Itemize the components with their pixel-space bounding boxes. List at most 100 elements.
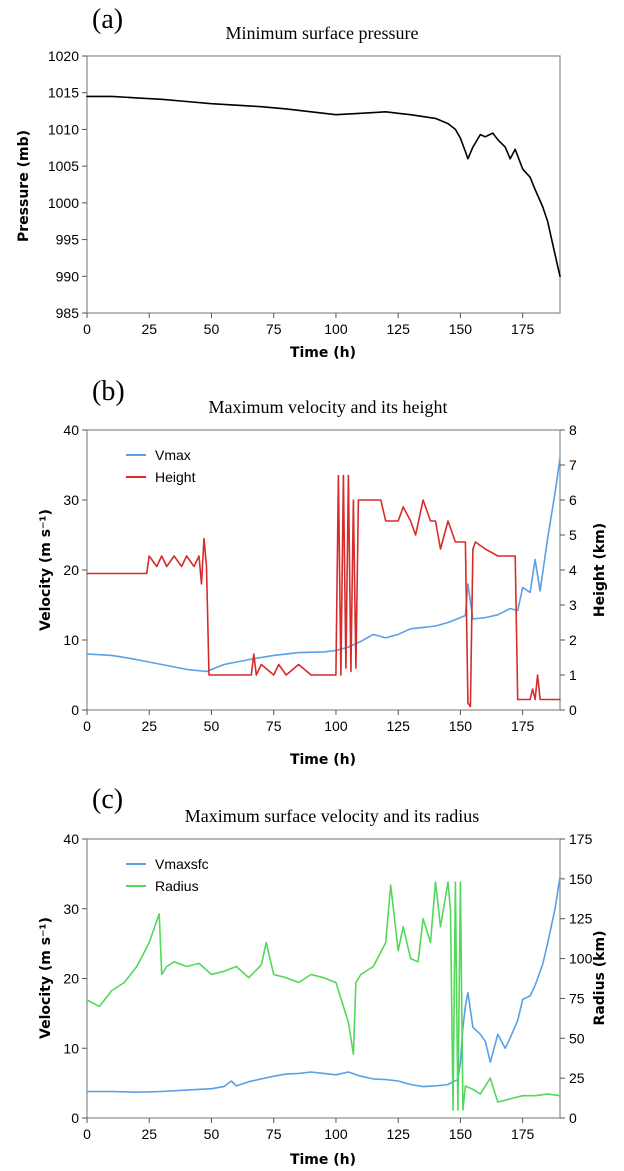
chart-b-height-line <box>86 474 561 708</box>
chart-a-x-tick-label: 125 <box>387 321 411 337</box>
chart-a-x-tick-label: 150 <box>449 321 473 337</box>
chart-c-vmaxsfc-line <box>86 876 561 1093</box>
chart-c-y2-tick-label: 75 <box>569 990 585 1006</box>
chart-b-x-tick-label: 25 <box>141 718 157 734</box>
chart-a-x-tick-label: 75 <box>266 321 282 337</box>
chart-c-series <box>86 876 561 1111</box>
chart-a-y-tick-label: 1005 <box>48 158 79 174</box>
chart-c-x-axis-title: Time (h) <box>290 1152 356 1168</box>
chart-a-plot-area <box>86 55 561 314</box>
panel-a-label: (a) <box>92 4 123 35</box>
chart-c-y-tick-label: 10 <box>63 1040 79 1056</box>
chart-b-y2-tick-label: 3 <box>569 597 577 613</box>
chart-a-y-tick-label: 990 <box>56 268 80 284</box>
chart-c-x-tick-label: 125 <box>387 1126 411 1142</box>
chart-b-y2-tick-label: 7 <box>569 457 577 473</box>
chart-c-y2-tick-label: 125 <box>569 911 593 927</box>
chart-b-y2-tick-label: 8 <box>569 422 577 438</box>
chart-c-x-tick-label: 100 <box>324 1126 348 1142</box>
chart-c: (c) Maximum surface velocity and its rad… <box>38 784 608 1168</box>
chart-b-x-tick-label: 150 <box>449 718 473 734</box>
chart-b-x-tick-label: 175 <box>511 718 535 734</box>
chart-c-y2-tick-label: 0 <box>569 1110 577 1126</box>
chart-c-y2-tick-label: 25 <box>569 1070 585 1086</box>
chart-b-x-ticks: 0 25 50 75 100 125 150 175 <box>83 710 535 734</box>
chart-c-x-tick-label: 50 <box>204 1126 220 1142</box>
chart-c-y2-ticks: 0 25 50 75 100 125 150 175 <box>560 831 593 1126</box>
chart-c-legend-label-vmaxsfc: Vmaxsfc <box>155 856 209 872</box>
chart-b-x-tick-label: 0 <box>83 718 91 734</box>
chart-b-y-axis-title: Velocity (m s⁻¹) <box>38 509 54 631</box>
chart-b-y-tick-label: 30 <box>63 492 79 508</box>
chart-c-y2-tick-label: 175 <box>569 831 593 847</box>
chart-b-y2-tick-label: 0 <box>569 702 577 718</box>
chart-b-vmax-line <box>86 457 561 673</box>
chart-c-y-axis-title: Velocity (m s⁻¹) <box>38 917 54 1039</box>
chart-b-y2-tick-label: 6 <box>569 492 577 508</box>
chart-c-legend: Vmaxsfc Radius <box>126 856 209 894</box>
chart-a-x-tick-label: 175 <box>511 321 535 337</box>
chart-a-y-tick-label: 1020 <box>48 48 79 64</box>
chart-c-y2-axis-title: Radius (km) <box>592 931 608 1026</box>
chart-c-x-tick-label: 75 <box>266 1126 282 1142</box>
chart-c-title: Maximum surface velocity and its radius <box>185 806 479 826</box>
chart-c-y-ticks: 0 10 20 30 40 <box>63 831 87 1126</box>
chart-a-x-ticks: 0 25 50 75 100 125 150 175 <box>83 313 535 337</box>
panel-b-label: (b) <box>92 376 125 407</box>
chart-c-radius-line <box>86 881 561 1111</box>
chart-c-y2-tick-label: 100 <box>569 951 593 967</box>
chart-c-y2-tick-label: 50 <box>569 1030 585 1046</box>
chart-c-y-tick-label: 0 <box>71 1110 79 1126</box>
chart-b-series <box>86 457 561 708</box>
chart-c-x-tick-label: 175 <box>511 1126 535 1142</box>
chart-b-x-axis-title: Time (h) <box>290 752 356 768</box>
chart-c-y2-tick-label: 150 <box>569 871 593 887</box>
chart-c-x-tick-label: 0 <box>83 1126 91 1142</box>
chart-c-x-tick-label: 25 <box>141 1126 157 1142</box>
chart-a-y-tick-label: 1000 <box>48 195 79 211</box>
chart-b-y2-axis-title: Height (km) <box>592 523 608 617</box>
chart-a-series-0-line <box>86 95 561 278</box>
chart-b-y-tick-label: 20 <box>63 562 79 578</box>
panel-c-label: (c) <box>92 784 123 815</box>
chart-a-y-tick-label: 985 <box>56 305 80 321</box>
chart-c-y-tick-label: 30 <box>63 901 79 917</box>
chart-a-x-tick-label: 0 <box>83 321 91 337</box>
chart-b-x-tick-label: 75 <box>266 718 282 734</box>
chart-b-y2-tick-label: 2 <box>569 632 577 648</box>
chart-a-x-tick-label: 100 <box>324 321 348 337</box>
chart-b-y-tick-label: 40 <box>63 422 79 438</box>
chart-a-y-tick-label: 1010 <box>48 121 79 137</box>
chart-b-legend: Vmax Height <box>126 447 196 485</box>
chart-b-title: Maximum velocity and its height <box>209 397 448 417</box>
chart-a-x-axis-title: Time (h) <box>290 345 356 361</box>
chart-a-y-tick-label: 995 <box>56 232 80 248</box>
chart-b-y2-tick-label: 5 <box>569 527 577 543</box>
chart-a-x-tick-label: 50 <box>204 321 220 337</box>
chart-b-y-tick-label: 0 <box>71 702 79 718</box>
chart-c-x-tick-label: 150 <box>449 1126 473 1142</box>
chart-a-y-axis-title: Pressure (mb) <box>16 130 32 242</box>
chart-c-y-tick-label: 20 <box>63 971 79 987</box>
chart-c-x-ticks: 0 25 50 75 100 125 150 175 <box>83 1118 535 1142</box>
chart-b-legend-label-vmax: Vmax <box>155 447 191 463</box>
chart-b: (b) Maximum velocity and its height 0102… <box>38 376 608 768</box>
chart-c-legend-label-radius: Radius <box>155 878 199 894</box>
chart-b-x-tick-label: 50 <box>204 718 220 734</box>
chart-b-x-tick-label: 100 <box>324 718 348 734</box>
chart-b-y2-tick-label: 1 <box>569 667 577 683</box>
chart-b-y2-tick-label: 4 <box>569 562 577 578</box>
chart-a-series <box>86 95 561 278</box>
chart-b-x-tick-label: 125 <box>387 718 411 734</box>
chart-b-legend-label-height: Height <box>155 469 196 485</box>
chart-a-y-ticks: 985 990 995 1000 1005 1010 1015 1020 <box>48 48 87 321</box>
chart-b-y-ticks: 0 10 20 30 40 <box>63 422 87 718</box>
chart-a: (a) Minimum surface pressure 985 990 995 10… <box>16 4 561 361</box>
chart-a-x-tick-label: 25 <box>141 321 157 337</box>
chart-b-y2-ticks: 0 1 2 3 4 5 6 7 8 <box>560 422 577 718</box>
chart-b-y-tick-label: 10 <box>63 632 79 648</box>
chart-a-title: Minimum surface pressure <box>226 23 419 43</box>
chart-c-y-tick-label: 40 <box>63 831 79 847</box>
chart-a-y-tick-label: 1015 <box>48 85 79 101</box>
